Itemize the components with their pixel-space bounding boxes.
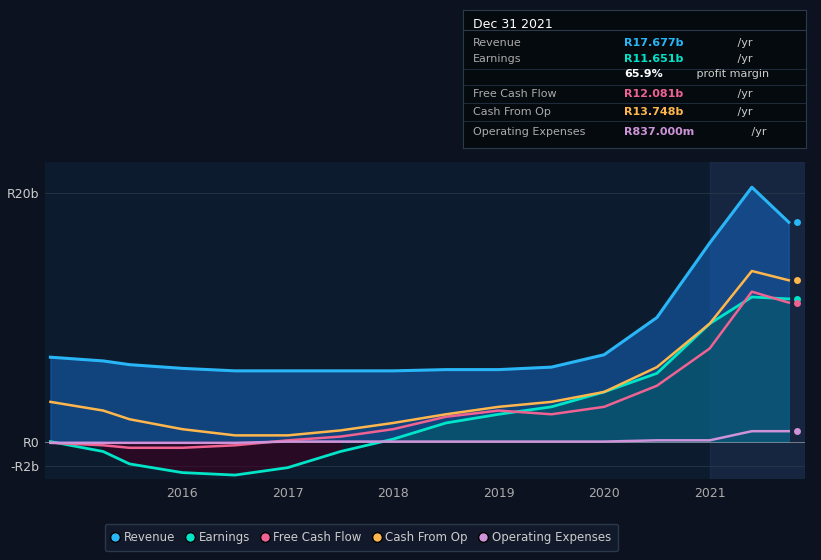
Text: R17.677b: R17.677b — [624, 38, 684, 48]
Text: Revenue: Revenue — [474, 38, 522, 48]
Text: Cash From Op: Cash From Op — [474, 106, 551, 116]
Text: R837.000m: R837.000m — [624, 127, 695, 137]
Legend: Revenue, Earnings, Free Cash Flow, Cash From Op, Operating Expenses: Revenue, Earnings, Free Cash Flow, Cash … — [104, 524, 618, 551]
Text: /yr: /yr — [734, 54, 753, 64]
Text: Earnings: Earnings — [474, 54, 522, 64]
Text: R13.748b: R13.748b — [624, 106, 684, 116]
Text: Free Cash Flow: Free Cash Flow — [474, 88, 557, 99]
Text: R12.081b: R12.081b — [624, 88, 684, 99]
Text: R11.651b: R11.651b — [624, 54, 684, 64]
Bar — [709, 162, 805, 479]
Text: 65.9%: 65.9% — [624, 69, 663, 79]
Text: /yr: /yr — [748, 127, 766, 137]
Text: /yr: /yr — [734, 88, 753, 99]
Text: Operating Expenses: Operating Expenses — [474, 127, 585, 137]
Text: /yr: /yr — [734, 106, 753, 116]
Text: Dec 31 2021: Dec 31 2021 — [474, 18, 553, 31]
Text: /yr: /yr — [734, 38, 753, 48]
Text: profit margin: profit margin — [693, 69, 769, 79]
